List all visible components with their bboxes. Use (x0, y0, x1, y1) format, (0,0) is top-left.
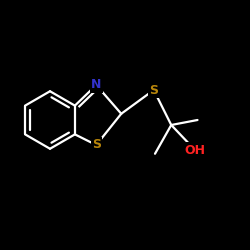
Text: S: S (149, 84, 158, 96)
Text: S: S (92, 138, 101, 151)
Text: OH: OH (184, 144, 206, 156)
Text: N: N (91, 78, 102, 92)
